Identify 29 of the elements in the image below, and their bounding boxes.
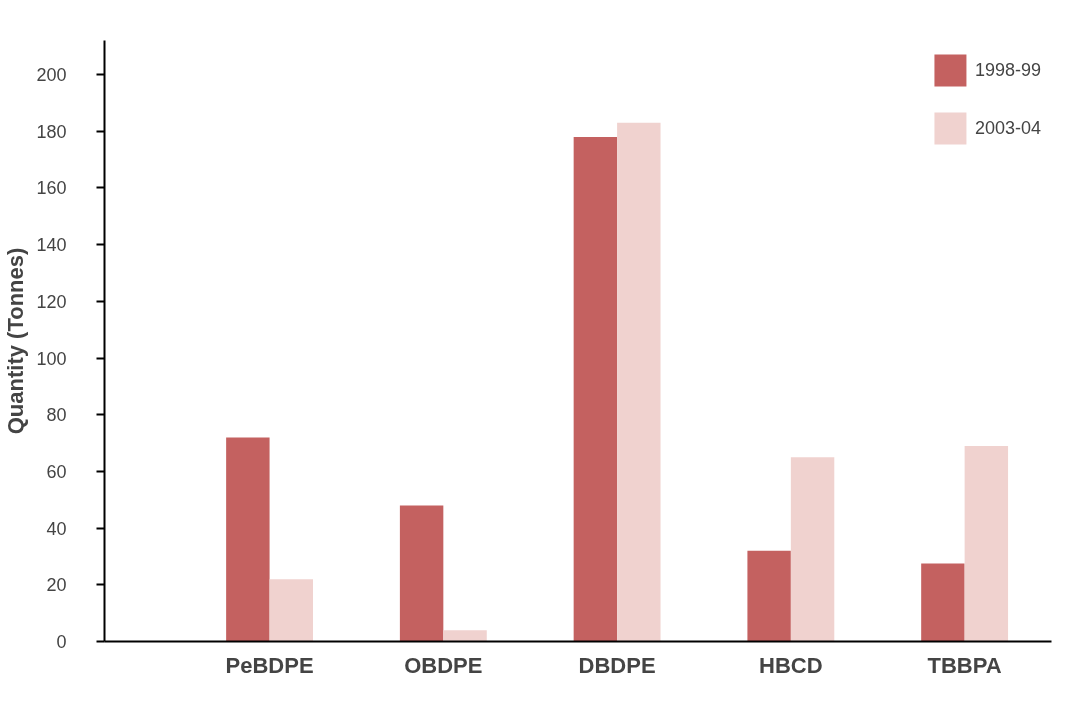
bar	[269, 579, 314, 642]
x-tick-label: DBDPE	[578, 652, 656, 678]
legend-label: 1998-99	[974, 59, 1041, 81]
bar	[443, 630, 487, 642]
y-tick-label: 0	[56, 632, 67, 652]
x-tick-label: TBBPA	[927, 652, 1002, 678]
x-tick-label: HBCD	[759, 652, 823, 678]
y-tick-label: 160	[36, 178, 67, 199]
y-tick-label: 100	[36, 348, 67, 369]
y-tick-label: 180	[36, 121, 67, 142]
y-tick-label: 140	[36, 235, 67, 256]
legend-label: 2003-04	[974, 117, 1041, 139]
y-tick-label: 60	[46, 461, 67, 482]
bar	[921, 563, 965, 642]
bar	[226, 437, 270, 642]
y-tick-label: 200	[36, 65, 67, 86]
y-tick-label: 40	[46, 518, 67, 539]
bar	[790, 457, 835, 642]
y-tick-label: 20	[46, 575, 67, 596]
bar	[399, 505, 444, 642]
bar	[964, 445, 1009, 642]
x-tick-label: PeBDPE	[225, 652, 314, 678]
bar	[617, 122, 661, 642]
x-tick-label: OBDPE	[404, 652, 483, 678]
y-tick-label: 120	[36, 291, 67, 312]
bar	[747, 550, 791, 642]
y-tick-label: 80	[46, 405, 67, 426]
bar	[573, 136, 618, 642]
y-axis-title: Quantity (Tonnes)	[3, 247, 29, 435]
